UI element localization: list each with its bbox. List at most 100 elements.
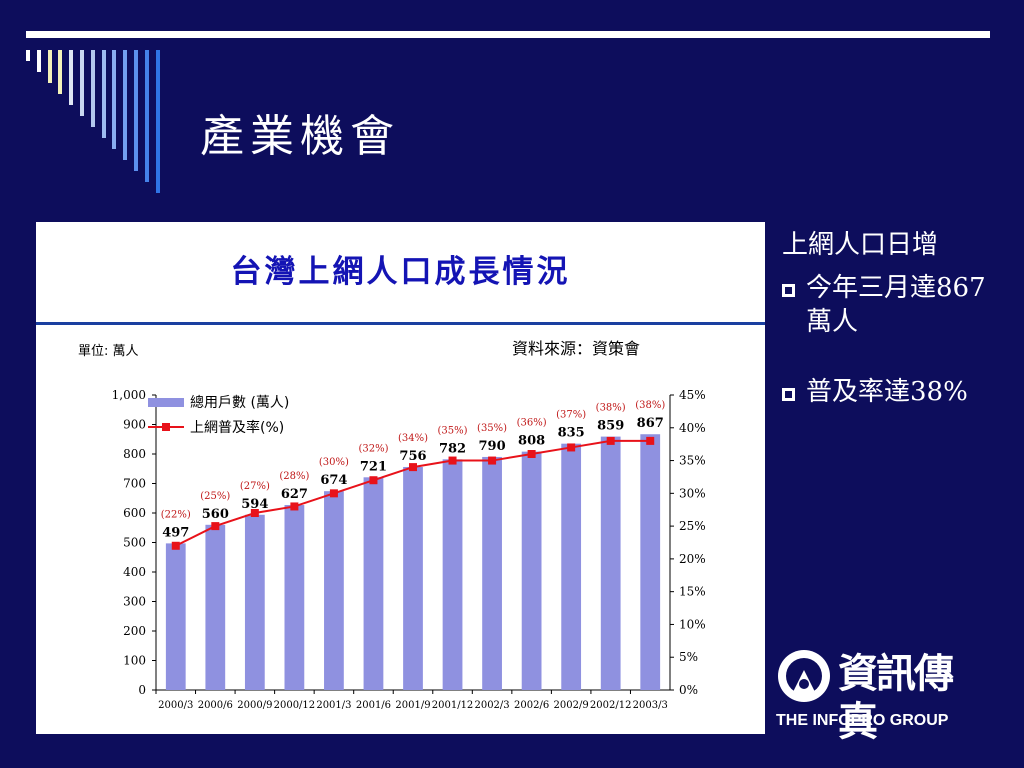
y-left-tick-label: 900 bbox=[123, 418, 146, 432]
side-heading: 上網人口日增 bbox=[782, 230, 939, 260]
chart-title-rule bbox=[36, 322, 765, 325]
bar bbox=[600, 436, 621, 690]
line-value-label: (38%) bbox=[635, 400, 665, 411]
decorative-stripe bbox=[80, 50, 84, 116]
decorative-stripe bbox=[90, 50, 95, 127]
decorative-stripe bbox=[47, 50, 52, 83]
line-point bbox=[448, 456, 457, 465]
chart-title: 台灣上網人口成長情況 bbox=[230, 254, 571, 290]
decorative-stripe bbox=[26, 50, 30, 61]
line-point bbox=[211, 522, 220, 531]
bar bbox=[403, 466, 423, 690]
y-left-tick-label: 1,000 bbox=[112, 388, 146, 402]
bullet-1-text: 今年三月達867萬人 bbox=[806, 273, 986, 337]
side-text: 上網人口日增 今年三月達867萬人 普及率達38% bbox=[782, 224, 986, 409]
decorative-stripe bbox=[123, 50, 128, 160]
x-tick-label: 2002/9 bbox=[554, 700, 589, 711]
chart: 單位: 萬人 資料來源：資策會 0 100 200 300 400 500 600 700 80… bbox=[78, 339, 706, 711]
bar bbox=[442, 459, 463, 690]
x-tick-label: 2002/12 bbox=[590, 700, 632, 711]
line-value-label: (35%) bbox=[477, 423, 507, 434]
bullet-2: 普及率達38% bbox=[782, 375, 986, 409]
bar-value-label: 867 bbox=[637, 416, 664, 431]
decorative-stripe bbox=[155, 50, 160, 193]
line-point bbox=[488, 456, 497, 465]
chart-panel: 台灣上網人口成長情況 單位: 萬人 資料來源：資策會 0 100 200 300 400… bbox=[36, 222, 765, 734]
logo-chinese-text: 資訊傳真 bbox=[838, 651, 954, 745]
line-point bbox=[290, 502, 299, 511]
line-value-label: (36%) bbox=[517, 418, 547, 429]
y-right-tick-label: 45% bbox=[679, 388, 706, 402]
bar-value-label: 497 bbox=[162, 525, 189, 540]
infopro-logo: 資訊傳真 THE INFOPRO GROUP bbox=[776, 648, 986, 745]
x-tick-label: 2000/3 bbox=[158, 700, 193, 711]
legend-line-marker bbox=[162, 423, 170, 431]
source-label: 資料來源：資策會 bbox=[512, 339, 640, 358]
y-left-tick-label: 700 bbox=[123, 477, 146, 491]
bar bbox=[521, 451, 542, 690]
x-tick-label: 2003/3 bbox=[633, 700, 668, 711]
line-value-label: (38%) bbox=[596, 403, 626, 414]
decorative-stripe bbox=[144, 50, 149, 182]
bullet-square-icon bbox=[782, 388, 795, 401]
unit-label: 單位: 萬人 bbox=[78, 344, 139, 359]
line-point bbox=[171, 541, 180, 550]
y-right-tick-label: 40% bbox=[679, 421, 706, 435]
decorative-stripe bbox=[134, 50, 138, 171]
y-right-tick-label: 10% bbox=[679, 617, 706, 631]
bar-value-label: 674 bbox=[320, 473, 347, 488]
bar-value-label: 859 bbox=[597, 419, 624, 434]
line-point bbox=[250, 509, 259, 517]
x-tick-labels: 2000/3 2000/6 2000/9 2000/12 2001/3 2001/6 200… bbox=[155, 690, 668, 711]
y-left-tick-label: 0 bbox=[138, 683, 146, 697]
line-point bbox=[527, 450, 536, 458]
y-right-tick-label: 5% bbox=[679, 650, 698, 664]
line-value-label: (37%) bbox=[556, 410, 586, 421]
line-value-label: (22%) bbox=[161, 509, 191, 520]
line-point bbox=[606, 436, 615, 445]
x-tick-label: 2001/12 bbox=[432, 700, 474, 711]
y-left-tick-label: 100 bbox=[123, 654, 146, 668]
y-right-tick-label: 15% bbox=[679, 585, 706, 599]
bullet-square-icon bbox=[782, 284, 795, 297]
bar-labels: 497 560 594 627 674 721 756 782 790 808 835 859 867 bbox=[162, 416, 664, 540]
legend-bar-swatch bbox=[148, 398, 184, 407]
line-value-label: (25%) bbox=[200, 491, 230, 502]
bar bbox=[482, 456, 502, 690]
bar-value-label: 627 bbox=[281, 487, 308, 502]
bar-value-label: 721 bbox=[360, 459, 387, 474]
line-value-label: (28%) bbox=[279, 471, 309, 482]
decorative-stripe bbox=[36, 50, 41, 72]
bar-value-label: 756 bbox=[399, 449, 426, 464]
line-point bbox=[409, 463, 417, 472]
y-left-tick-label: 800 bbox=[123, 447, 146, 461]
legend-bar-label: 總用戶數 (萬人) bbox=[190, 394, 289, 411]
line-point bbox=[567, 443, 576, 452]
y-left-tick-label: 200 bbox=[123, 624, 146, 638]
bars bbox=[165, 434, 661, 690]
line-labels: (22%) (25%) (27%) (28%) (30%) (32%) (34%) (35%)… bbox=[161, 400, 666, 520]
bar bbox=[205, 524, 226, 690]
y-right-tick-label: 25% bbox=[679, 519, 706, 533]
bar-value-label: 594 bbox=[241, 497, 268, 512]
bullet-2-text: 普及率達38% bbox=[806, 377, 968, 407]
y-right-tick-label: 30% bbox=[679, 486, 706, 500]
bar-value-label: 560 bbox=[202, 507, 229, 522]
decorative-stripe bbox=[112, 50, 117, 149]
y-right-tick-label: 20% bbox=[679, 552, 706, 566]
y-left-tick-label: 300 bbox=[123, 595, 146, 609]
y-right-tick-label: 0% bbox=[679, 683, 698, 697]
y-left-tick-label: 400 bbox=[123, 565, 146, 579]
bar-value-label: 808 bbox=[518, 434, 545, 449]
bar bbox=[284, 505, 305, 690]
decorative-stripe bbox=[58, 50, 63, 94]
y-left-tick-label: 500 bbox=[123, 536, 146, 550]
bar-value-label: 782 bbox=[439, 441, 466, 456]
top-rule bbox=[26, 31, 990, 38]
bar bbox=[244, 514, 265, 690]
bar-value-label: 790 bbox=[479, 439, 506, 454]
line-value-label: (34%) bbox=[398, 433, 428, 444]
y-left-tick-label: 600 bbox=[123, 506, 146, 520]
logo-english-text: THE INFOPRO GROUP bbox=[776, 712, 949, 729]
y-right-tick-label: 35% bbox=[679, 454, 706, 468]
